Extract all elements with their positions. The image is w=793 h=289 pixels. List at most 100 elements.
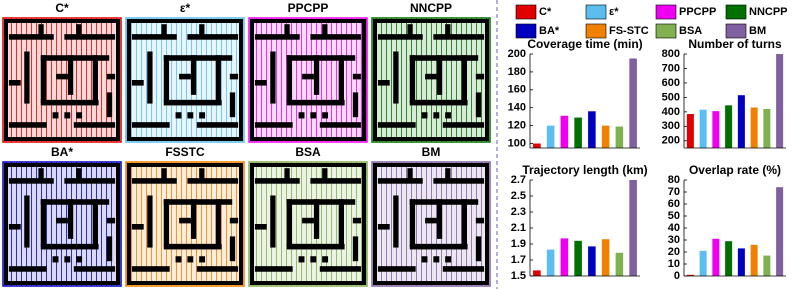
maze-wall [187, 178, 239, 184]
maze-wall [175, 256, 182, 263]
maze-wall [131, 80, 144, 86]
bar [776, 187, 784, 276]
maze-wall [322, 24, 328, 40]
panel-title: FSSTC [165, 145, 205, 159]
maze-wall [175, 112, 182, 119]
maze-wall [445, 112, 452, 119]
maze-wall [179, 73, 191, 80]
maze-wall [284, 24, 290, 37]
chart-title: Overlap rate (%) [689, 163, 781, 177]
chart-title: Coverage time (min) [527, 37, 642, 51]
bar [629, 58, 637, 148]
maze-border [127, 19, 243, 141]
bar [533, 270, 541, 276]
maze-wall [8, 34, 54, 40]
maze-wall [284, 168, 290, 181]
maze-wall [298, 256, 305, 263]
maze-wall [92, 199, 98, 249]
maze-wall [310, 178, 362, 184]
maze-wall [254, 178, 300, 184]
maze-wall [286, 199, 293, 247]
maze-wall [187, 112, 194, 119]
maze-wall [106, 92, 113, 118]
maze-wall [433, 112, 440, 119]
maze-wall [407, 168, 413, 181]
maze-wall [8, 122, 47, 128]
maze-wall [352, 217, 362, 224]
y-tick-label: 300 [662, 120, 680, 132]
y-tick-label: 700 [662, 62, 680, 74]
maze-wall [92, 55, 98, 105]
maze-wall [270, 195, 276, 248]
legend-swatch [515, 23, 537, 39]
maze-wall [163, 199, 170, 247]
y-tick-label: 0 [674, 270, 680, 282]
maze-wall [409, 55, 416, 103]
maze-wall [322, 112, 329, 119]
chart-title: Trajectory length (km) [522, 163, 647, 177]
maze-wall [377, 266, 416, 272]
bar [574, 240, 582, 276]
maze-wall [190, 199, 197, 239]
chart-title: Number of turns [688, 37, 782, 51]
maze-wall [131, 122, 170, 128]
bar [750, 107, 758, 148]
maze-wall [254, 80, 267, 86]
maze-wall [40, 55, 110, 61]
bar [615, 126, 624, 148]
maze-wall [76, 112, 83, 119]
maze-wall [461, 199, 467, 249]
maze-wall [338, 199, 344, 249]
legend-label: BM [749, 25, 766, 37]
panel-title: BSA [295, 145, 321, 159]
y-tick-label: 2.3 [511, 206, 526, 218]
maze-wall [442, 266, 485, 272]
maze-wall [475, 236, 482, 262]
maze-wall [286, 243, 345, 250]
maze-wall [229, 217, 239, 224]
panel-title: PPCPP [288, 1, 329, 15]
legend-swatch [655, 4, 677, 20]
maze-wall [40, 199, 47, 247]
maze-wall [352, 236, 359, 262]
maze-wall [445, 24, 451, 40]
maze-wall [24, 195, 30, 248]
maze-wall [38, 168, 44, 181]
maze-wall [377, 34, 423, 40]
maze-wall [215, 199, 221, 249]
y-tick-label: 30 [668, 234, 680, 246]
maze-wall [67, 55, 74, 95]
maze-wall [425, 217, 437, 224]
maze-wall [131, 178, 177, 184]
maze-wall [229, 73, 239, 80]
maze-wall [131, 224, 144, 230]
y-tick-label: 2.1 [511, 222, 526, 234]
maze-wall [286, 55, 356, 61]
maze-wall [286, 55, 293, 103]
maze-wall [322, 168, 328, 184]
maze-wall [475, 73, 485, 80]
maze-wall [52, 112, 59, 119]
legend-label: FS-STC [609, 25, 649, 37]
maze-wall [67, 199, 74, 239]
maze-wall [409, 199, 479, 205]
maze-wall [199, 168, 205, 184]
y-tick-label: 10 [668, 258, 680, 270]
y-tick-label: 600 [662, 77, 680, 89]
maze-wall [8, 224, 21, 230]
maze-wall [377, 224, 390, 230]
panel-title: C* [55, 1, 69, 15]
legend-swatch [515, 4, 537, 20]
maze-wall [407, 24, 413, 37]
maze-wall [475, 92, 482, 118]
maze-wall [161, 24, 167, 37]
maze-wall [147, 195, 153, 248]
panel-title: BM [422, 145, 441, 159]
maze-wall [310, 112, 317, 119]
maze-wall [322, 256, 329, 263]
maze-border [127, 163, 243, 285]
bar [750, 244, 758, 276]
maze-wall [433, 256, 440, 263]
maze-wall [187, 34, 239, 40]
